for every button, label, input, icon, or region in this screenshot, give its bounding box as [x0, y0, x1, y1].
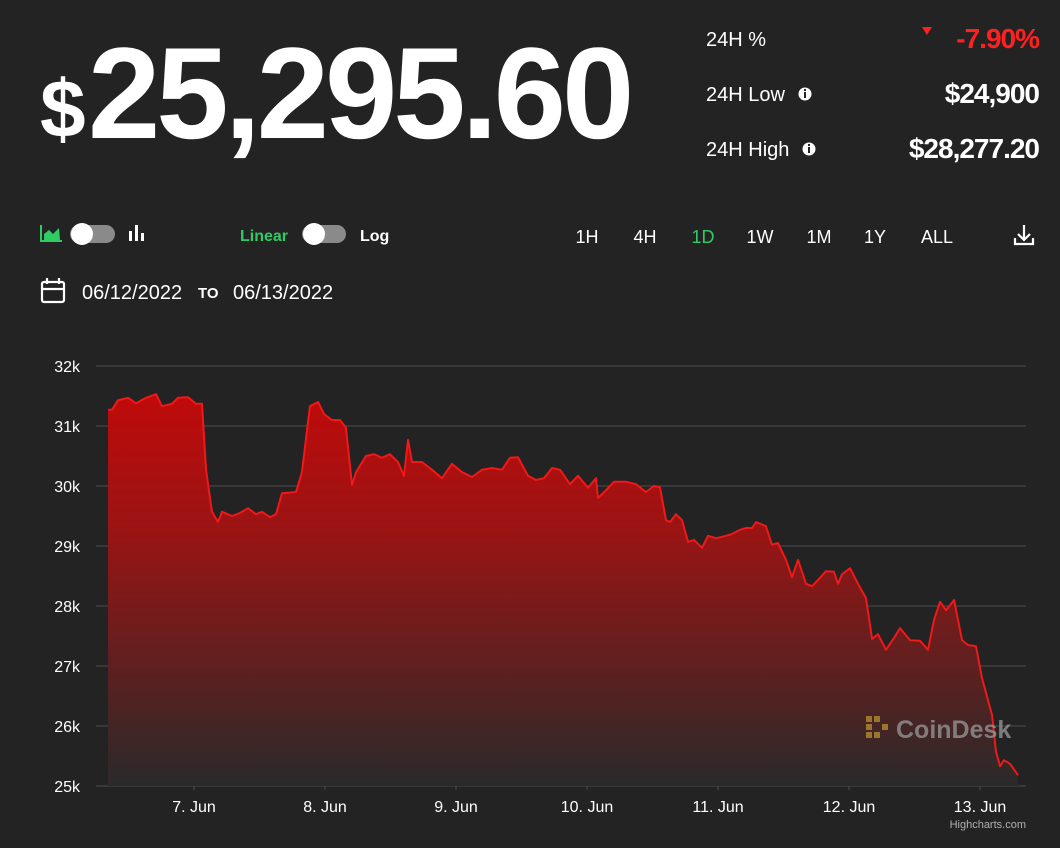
x-tick-label: 7. Jun [172, 799, 216, 816]
chart-type-toggle[interactable] [70, 223, 115, 245]
info-icon [798, 87, 812, 101]
range-buttons: 1H 4H 1D 1W 1M 1Y ALL [575, 227, 953, 247]
stat-label: 24H High [706, 139, 789, 161]
y-tick-label: 29k [54, 539, 81, 556]
watermark: CoinDesk [866, 716, 1011, 744]
stat-value: $28,277.20 [909, 133, 1040, 164]
stat-label: 24H Low [706, 84, 785, 106]
stat-value: -7.90% [956, 23, 1040, 54]
range-button[interactable]: 1H [575, 227, 598, 247]
price-value: 25,295.60 [88, 20, 630, 166]
y-tick-label: 28k [54, 599, 81, 616]
y-tick-label: 27k [54, 659, 81, 676]
price-chart: 25k 26k 27k 28k 29k 30k 31k 32k 7. Jun 8. Jun 9. J… [54, 359, 1026, 816]
date-separator: TO [198, 285, 219, 302]
date-from[interactable]: 06/12/2022 [82, 282, 182, 304]
y-tick-label: 26k [54, 719, 81, 736]
x-tick-label: 12. Jun [823, 799, 875, 816]
y-tick-label: 30k [54, 479, 81, 496]
info-icon [802, 142, 816, 156]
range-button[interactable]: 1W [747, 227, 774, 247]
download-icon[interactable] [1013, 225, 1035, 246]
y-tick-label: 32k [54, 359, 81, 376]
x-tick-label: 10. Jun [561, 799, 613, 816]
range-button[interactable]: 1M [806, 227, 831, 247]
down-arrow [922, 27, 932, 35]
scale-options: Linear Log [240, 228, 389, 245]
stat-value: $24,900 [945, 78, 1040, 109]
x-tick-label: 11. Jun [692, 799, 743, 816]
range-button[interactable]: ALL [921, 227, 953, 247]
credit[interactable]: Highcharts.com [950, 819, 1026, 831]
stats: 24H % -7.90% 24H Low $24,900 24H High $28,277… [706, 23, 1041, 164]
calendar-icon[interactable] [40, 278, 66, 304]
range-button[interactable]: 4H [633, 227, 656, 247]
scale-toggle[interactable] [302, 223, 346, 245]
scale-option[interactable]: Log [360, 228, 389, 245]
stat-label: 24H % [706, 29, 766, 51]
x-tick-label: 13. Jun [954, 799, 1006, 816]
date-to[interactable]: 06/13/2022 [233, 282, 333, 304]
area-fill [108, 394, 1019, 786]
y-tick-label: 31k [54, 419, 81, 436]
y-tick-label: 25k [54, 779, 81, 796]
price-currency: $ [40, 64, 86, 155]
scale-option[interactable]: Linear [240, 228, 288, 245]
area-icon[interactable] [40, 225, 62, 242]
x-tick-label: 8. Jun [303, 799, 347, 816]
bar-icon[interactable] [129, 225, 144, 241]
x-tick-label: 9. Jun [434, 799, 478, 816]
range-button[interactable]: 1D [691, 227, 714, 247]
range-button[interactable]: 1Y [864, 227, 886, 247]
watermark-text: CoinDesk [896, 716, 1011, 744]
price-line [108, 393, 1019, 776]
